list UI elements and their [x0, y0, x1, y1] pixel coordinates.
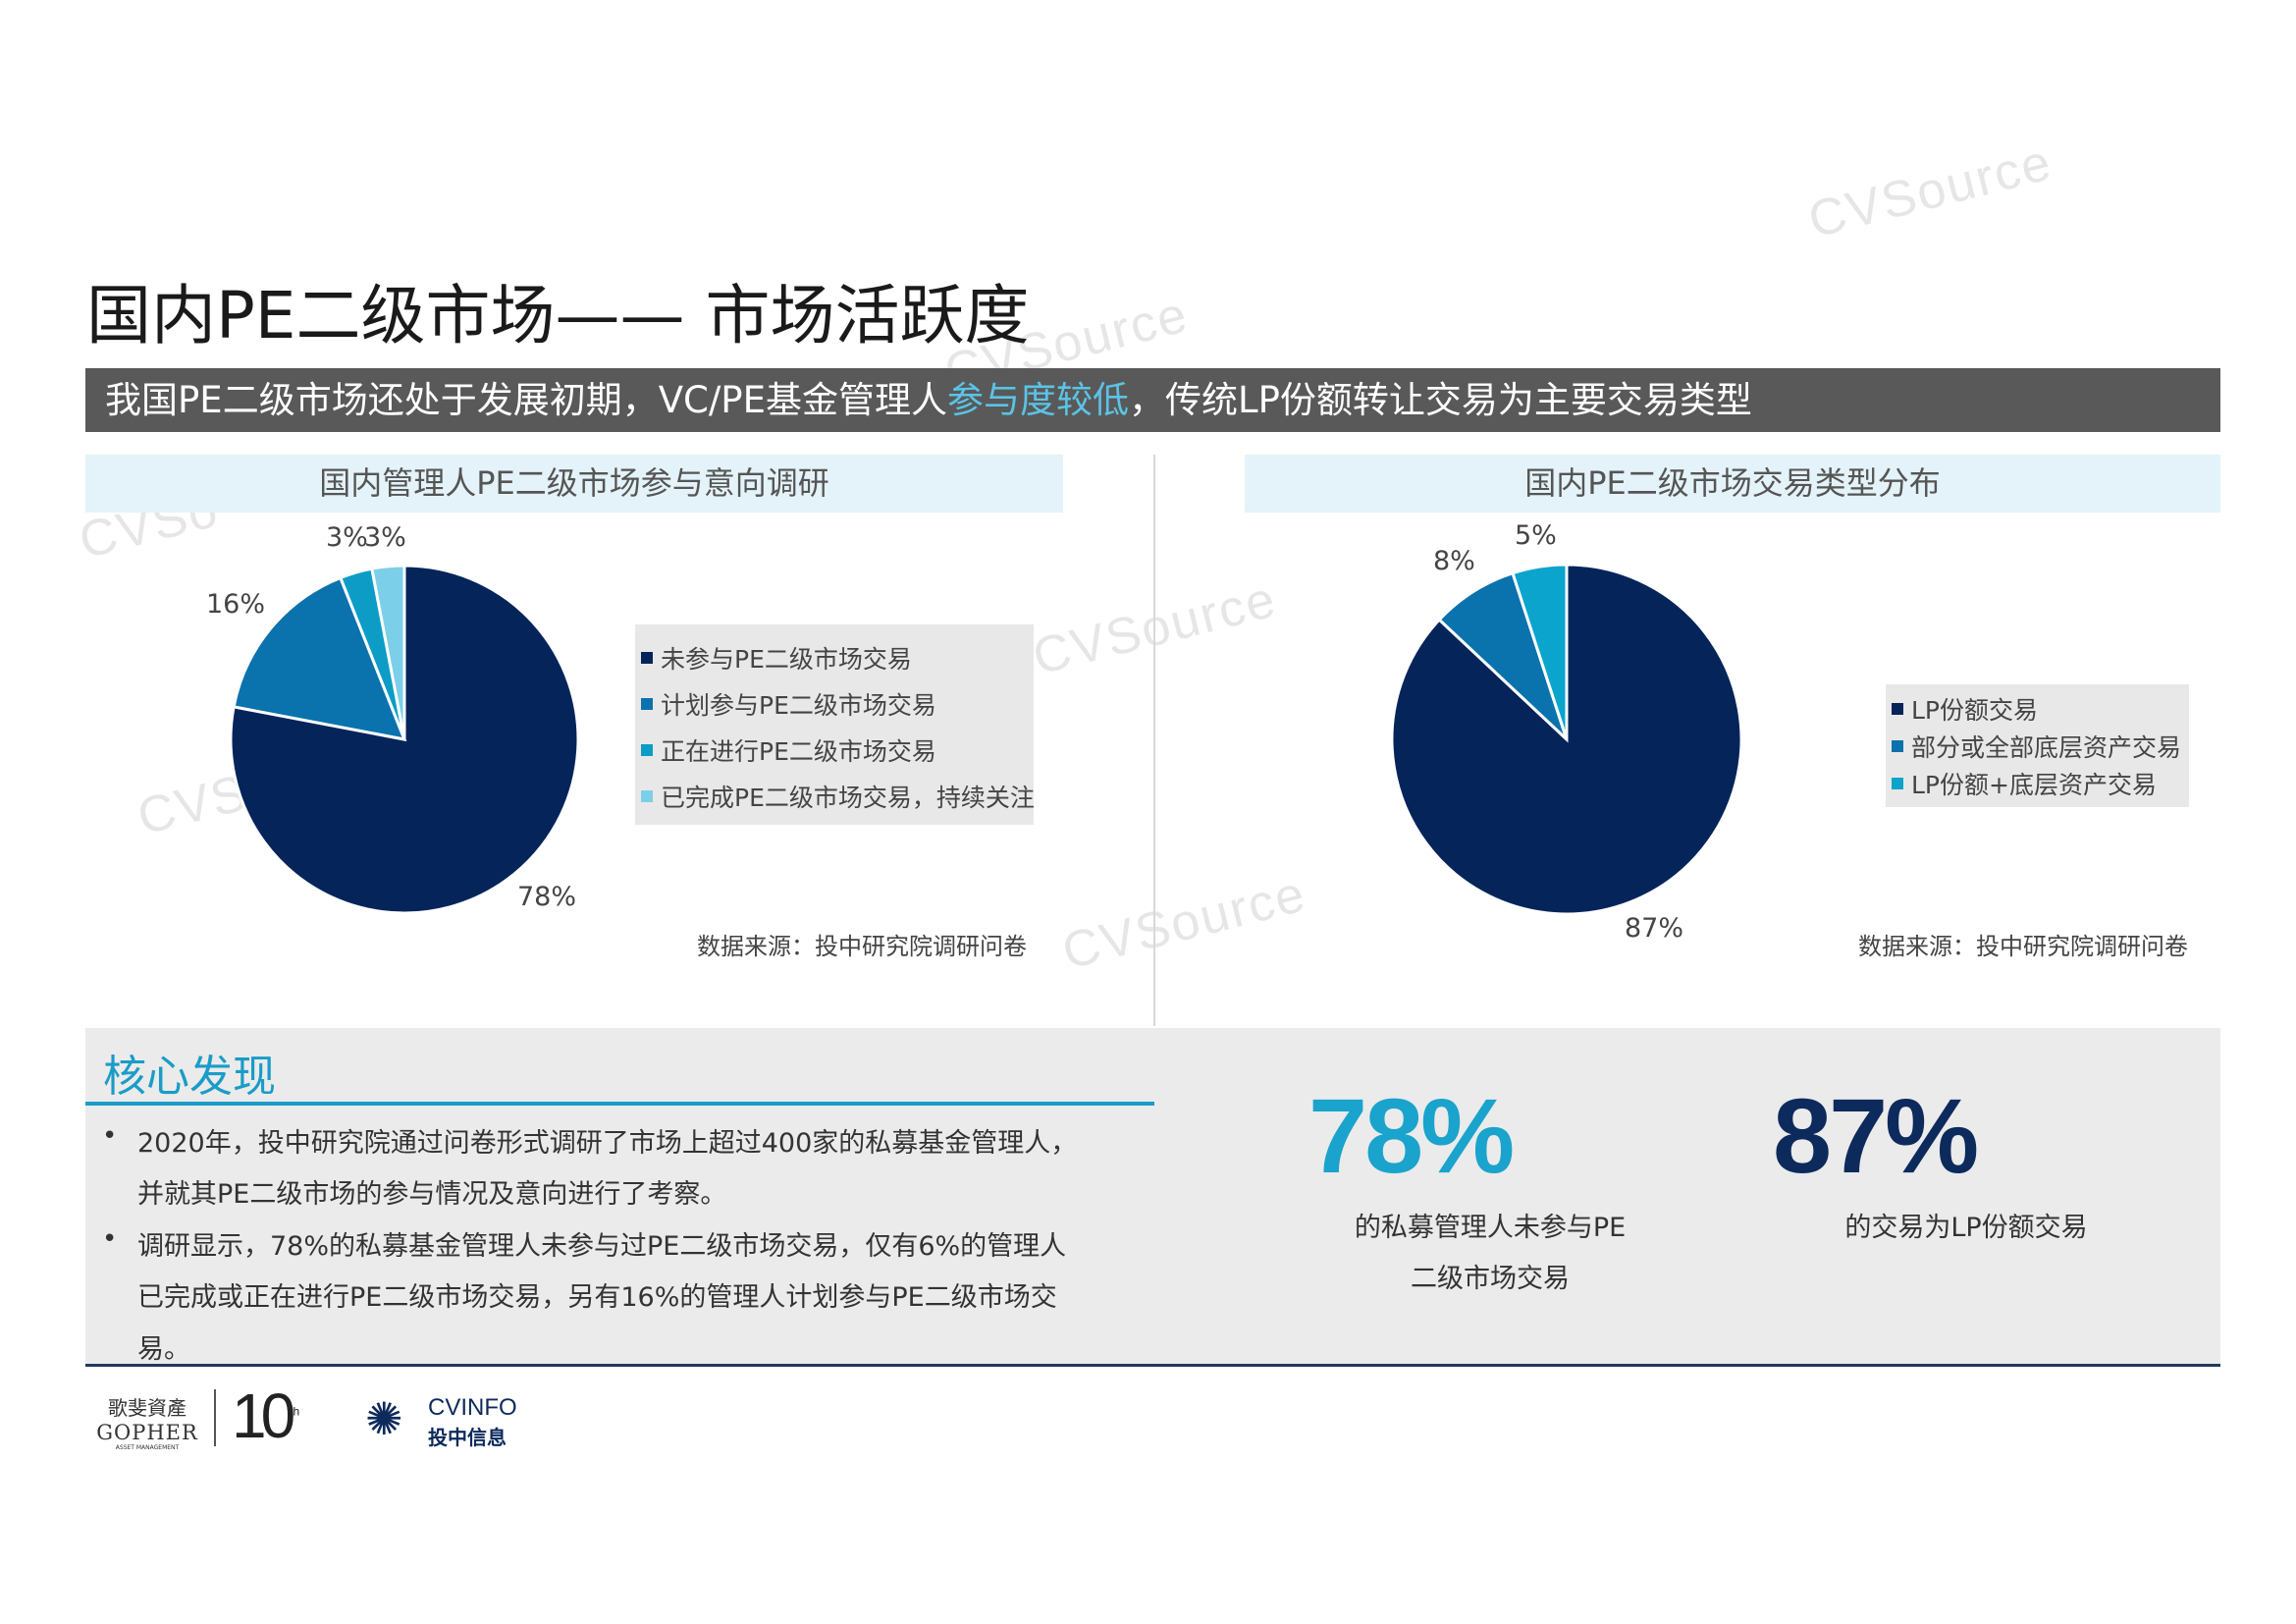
bullet-icon: • — [102, 1121, 118, 1151]
bullet-text: 易。 — [137, 1334, 190, 1365]
bullet-text: 2020年，投中研究院通过问卷形式调研了市场上超过400家的私募基金管理人， — [137, 1128, 1078, 1159]
data-label: 87% — [1625, 913, 1684, 944]
data-label: 3% — [326, 522, 368, 553]
gopher-logo: 歌斐資產 GOPHER ASSET MANAGEMENT — [93, 1392, 201, 1451]
legend-label: LP份额+底层资产交易 — [1911, 771, 2157, 799]
legend-label: 部分或全部底层资产交易 — [1911, 733, 2182, 762]
findings-underline — [85, 1102, 1154, 1106]
legend-label: 已完成PE二级市场交易，持续关注 — [661, 783, 1035, 812]
logo-text: CVINFO — [428, 1394, 517, 1421]
headline-banner: 我国PE二级市场还处于发展初期，VC/PE基金管理人参与度较低，传统LP份额转让… — [85, 368, 2220, 432]
legend-swatch — [641, 697, 653, 710]
data-label: 78% — [517, 882, 577, 912]
data-source: 数据来源：投中研究院调研问卷 — [1858, 933, 2188, 960]
legend-swatch — [641, 743, 653, 756]
legend-label: 正在进行PE二级市场交易 — [661, 736, 936, 766]
page-title: 国内PE二级市场—— 市场活跃度 — [86, 278, 1030, 353]
legend-label: 未参与PE二级市场交易 — [661, 644, 912, 674]
stat-value: 87% — [1773, 1076, 1979, 1195]
legend-item: LP份额交易 — [1892, 690, 2183, 728]
data-label: 16% — [206, 589, 266, 620]
logo-text: 歌斐資產 — [108, 1396, 187, 1420]
bullet-text: 并就其PE二级市场的参与情况及意向进行了考察。 — [137, 1179, 727, 1210]
findings-title: 核心发现 — [103, 1052, 276, 1102]
legend-swatch — [641, 789, 653, 802]
pie-slice — [1511, 563, 1569, 740]
legend-label: LP份额交易 — [1911, 696, 2039, 725]
data-label: 5% — [1515, 520, 1557, 551]
tenth-anniversary-logo: 10th — [232, 1380, 299, 1452]
divider — [1153, 455, 1155, 1026]
pie-slice — [370, 564, 406, 740]
data-label: 8% — [1433, 546, 1475, 576]
logo-text: 10 — [232, 1380, 295, 1451]
legend-swatch — [1892, 778, 1903, 789]
data-source: 数据来源：投中研究院调研问卷 — [697, 933, 1027, 960]
banner-text: 我国PE二级市场还处于发展初期，VC/PE基金管理人 — [105, 379, 947, 421]
chart-title-left: 国内管理人PE二级市场参与意向调研 — [85, 455, 1063, 513]
pie-slice — [232, 575, 407, 741]
banner-highlight: 参与度较低 — [947, 379, 1129, 421]
legend-label: 计划参与PE二级市场交易 — [661, 690, 936, 720]
legend-left: 未参与PE二级市场交易 计划参与PE二级市场交易 正在进行PE二级市场交易 已完… — [635, 624, 1035, 825]
legend-swatch — [1892, 703, 1903, 715]
logo-text: ASSET MANAGEMENT — [115, 1444, 180, 1451]
legend-item: 部分或全部底层资产交易 — [1892, 728, 2183, 765]
legend-swatch — [1892, 740, 1903, 752]
stat-value: 78% — [1308, 1076, 1515, 1195]
logo-divider — [214, 1389, 216, 1446]
stat-caption: 的私募管理人未参与PE — [1354, 1213, 1627, 1243]
legend-item: LP份额+底层资产交易 — [1892, 765, 2183, 802]
logo-text: th — [290, 1404, 300, 1419]
logo-text: GOPHER — [96, 1421, 198, 1444]
bullet-text: 调研显示，78%的私募基金管理人未参与过PE二级市场交易，仅有6%的管理人 — [137, 1231, 1067, 1262]
chart-title-right: 国内PE二级市场交易类型分布 — [1245, 455, 2220, 513]
legend-item: 未参与PE二级市场交易 — [641, 634, 1028, 680]
banner-text: ，传统LP份额转让交易为主要交易类型 — [1129, 379, 1752, 421]
legend-right: LP份额交易 部分或全部底层资产交易 LP份额+底层资产交易 — [1886, 684, 2189, 807]
legend-item: 已完成PE二级市场交易，持续关注 — [641, 773, 1035, 819]
data-label: 3% — [364, 522, 406, 553]
logo-text: 投中信息 — [428, 1426, 507, 1449]
pie-slice — [1437, 570, 1569, 741]
cvinfo-logo: CVINFO 投中信息 — [428, 1394, 517, 1450]
stat-caption: 的交易为LP份额交易 — [1844, 1213, 2088, 1243]
findings-panel — [85, 1028, 2220, 1367]
legend-swatch — [641, 651, 653, 664]
pie-slice — [229, 564, 580, 915]
legend-item: 正在进行PE二级市场交易 — [641, 727, 1028, 773]
pie-charts — [229, 563, 1743, 916]
pie-slice — [1390, 563, 1743, 916]
stat-caption: 二级市场交易 — [1411, 1264, 1570, 1294]
cvinfo-logo-icon: ✺ — [365, 1392, 403, 1445]
legend-item: 计划参与PE二级市场交易 — [641, 680, 1028, 727]
bullet-icon: • — [102, 1224, 118, 1254]
bullet-text: 已完成或正在进行PE二级市场交易，另有16%的管理人计划参与PE二级市场交 — [137, 1282, 1057, 1313]
